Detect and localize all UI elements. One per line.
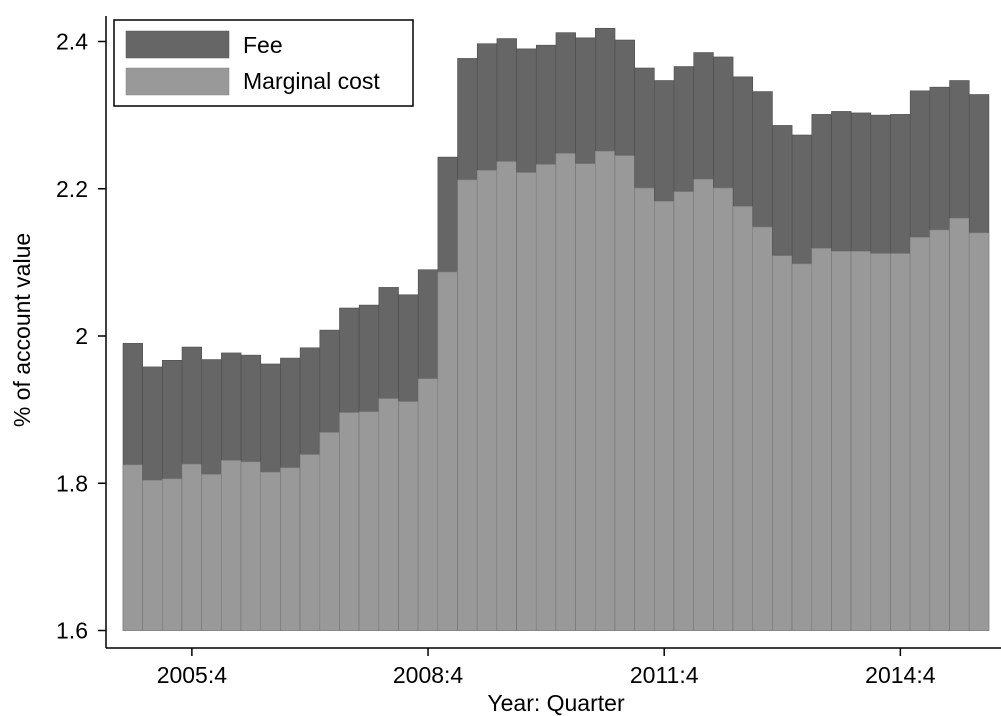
bar-marginal-cost — [181, 463, 203, 631]
y-tick-label: 1.6 — [56, 618, 88, 644]
bar-marginal-cost — [811, 248, 832, 631]
y-tick-label: 1.8 — [56, 470, 88, 496]
bar-marginal-cost — [555, 153, 576, 631]
bar-marginal-cost — [909, 237, 931, 631]
bar-marginal-cost — [339, 412, 360, 631]
bar-marginal-cost — [713, 187, 734, 631]
bar-marginal-cost — [162, 478, 183, 631]
legend-swatch-fee — [125, 30, 230, 59]
bar-marginal-cost — [142, 480, 163, 631]
bar-marginal-cost — [831, 251, 852, 631]
bar-marginal-cost — [535, 164, 557, 631]
bar-marginal-cost — [890, 253, 911, 631]
bar-marginal-cost — [693, 178, 714, 631]
bar-marginal-cost — [358, 411, 380, 631]
x-tick-label: 2014:4 — [865, 662, 936, 688]
bar-marginal-cost — [122, 464, 143, 631]
bar-marginal-cost — [870, 253, 891, 631]
bar-marginal-cost — [240, 461, 262, 631]
legend-label-marginal-cost: Marginal cost — [243, 68, 380, 94]
bar-marginal-cost — [221, 460, 242, 631]
bar-marginal-cost — [968, 232, 990, 631]
bar-marginal-cost — [398, 401, 419, 631]
y-axis-ticks: 1.6 1.8 2 2.2 2.4 — [56, 29, 106, 644]
y-tick-label: 2.4 — [56, 29, 88, 55]
x-tick-label: 2005:4 — [157, 662, 228, 688]
bar-marginal-cost — [457, 179, 478, 631]
bar-marginal-cost — [575, 163, 596, 631]
bar-marginal-cost — [850, 251, 872, 631]
bar-marginal-cost — [437, 271, 458, 631]
legend-swatch-marginal-cost — [125, 67, 230, 96]
legend-label-fee: Fee — [243, 32, 283, 58]
bar-marginal-cost — [260, 471, 281, 631]
bar-marginal-cost — [417, 378, 439, 631]
bar-marginal-cost — [516, 172, 537, 631]
bar-marginal-cost — [496, 161, 517, 631]
y-axis-title: % of account value — [9, 233, 35, 427]
legend: Fee Marginal cost — [113, 19, 414, 107]
x-tick-label: 2011:4 — [630, 662, 699, 688]
bar-marginal-cost — [949, 217, 970, 631]
bar-marginal-cost — [634, 187, 655, 631]
bar-marginal-cost — [929, 229, 950, 631]
bar-marginal-cost — [752, 226, 773, 631]
bar-marginal-cost — [595, 150, 616, 631]
bars-layer — [122, 27, 990, 631]
bar-marginal-cost — [280, 467, 301, 631]
bar-marginal-cost — [299, 454, 321, 631]
bar-marginal-cost — [201, 474, 222, 631]
bar-marginal-cost — [791, 263, 813, 631]
x-axis-ticks: 2005:4 2008:4 2011:4 2014:4 — [157, 648, 936, 688]
y-tick-label: 2 — [75, 323, 88, 349]
bar-marginal-cost — [673, 191, 695, 631]
x-tick-label: 2008:4 — [393, 662, 464, 688]
bar-marginal-cost — [732, 206, 754, 631]
bar-marginal-cost — [654, 200, 675, 631]
bar-marginal-cost — [614, 155, 635, 631]
bar-marginal-cost — [772, 255, 793, 631]
bar-marginal-cost — [319, 432, 340, 631]
bar-marginal-cost — [378, 398, 399, 631]
bar-marginal-cost — [476, 170, 498, 631]
x-axis-title: Year: Quarter — [487, 690, 625, 716]
y-tick-label: 2.2 — [56, 176, 88, 202]
